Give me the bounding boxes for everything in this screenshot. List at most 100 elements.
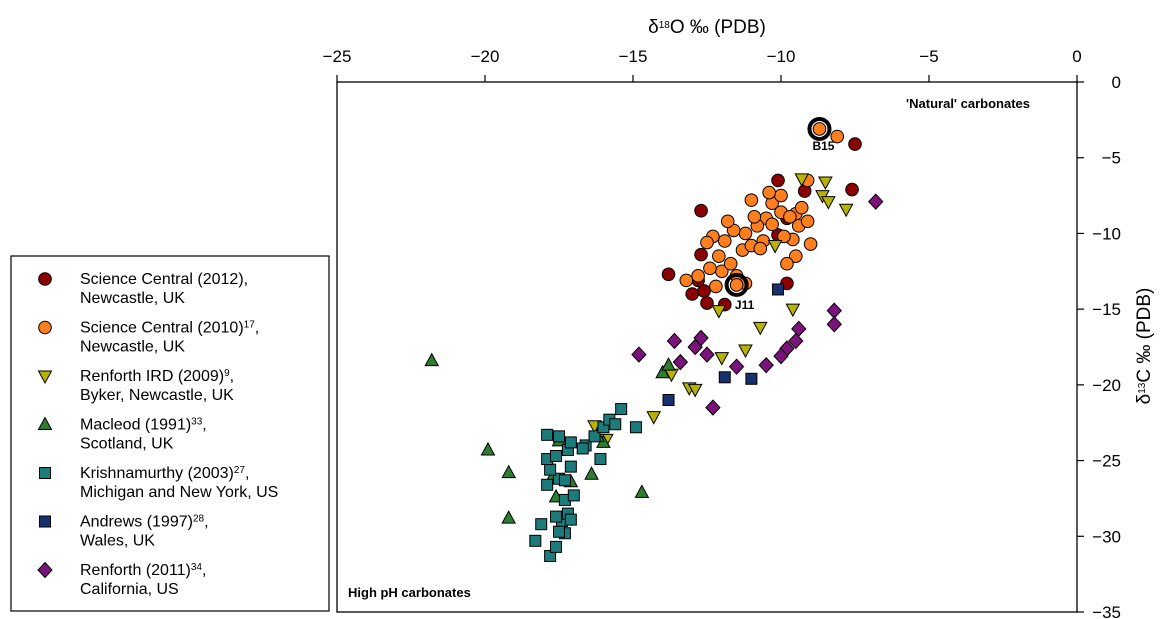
y-tick-label: −10	[1092, 224, 1121, 243]
data-point-diamond	[773, 347, 789, 365]
data-point-diamond	[791, 320, 807, 338]
data-point-diamond	[705, 399, 721, 416]
data-point-circle	[738, 226, 753, 241]
data-point-square	[745, 372, 758, 385]
highlight-ring	[807, 116, 832, 141]
data-point-diamond	[666, 332, 683, 350]
data-point-square	[662, 394, 675, 406]
x-tick-label: −20	[471, 47, 500, 66]
data-point-circle	[803, 237, 818, 251]
data-point-triangle-up	[501, 510, 517, 524]
data-point-square	[629, 421, 642, 434]
legend-entry: Renforth IRD (2009)9,Byker, Newcastle, U…	[37, 368, 234, 404]
data-point-circle	[771, 173, 785, 188]
data-point-diamond	[699, 346, 715, 363]
data-point-circle	[747, 209, 762, 224]
legend-marker-square	[39, 515, 51, 528]
data-point-square	[772, 283, 785, 296]
data-point-triangle-down	[687, 383, 703, 398]
data-point-square	[576, 442, 589, 455]
data-point-circle	[691, 269, 705, 283]
data-point-square	[588, 430, 601, 443]
data-point-diamond	[693, 329, 709, 347]
x-axis-title: δ18O ‰ (PDB)	[648, 17, 766, 38]
legend-label-line1: Renforth IRD (2009)9,	[80, 368, 234, 386]
y-tick-label: −35	[1092, 603, 1121, 619]
legend-marker-square	[39, 467, 51, 479]
data-point-diamond	[788, 332, 804, 350]
data-point-circle	[703, 261, 717, 276]
data-point-circle	[765, 217, 779, 232]
data-point-triangle-down	[838, 203, 854, 218]
legend-label-line2: Wales, UK	[80, 533, 155, 550]
data-point-circle	[845, 182, 859, 197]
data-point-square	[553, 525, 565, 538]
legend-label-line2: Scotland, UK	[80, 436, 174, 453]
data-point-circle	[717, 234, 732, 248]
legend-label-line1: Renforth (2011)34,	[80, 562, 206, 580]
legend-entry: Krishnamurthy (2003)27,Michigan and New …	[39, 465, 278, 501]
x-tick-label: −5	[919, 47, 938, 66]
data-point-square	[544, 463, 557, 476]
data-point-triangle-down	[794, 173, 810, 187]
y-tick-label: 0	[1112, 73, 1121, 92]
data-point-diamond	[672, 353, 689, 371]
y-tick-label: −25	[1092, 452, 1121, 471]
data-point-square	[567, 489, 580, 502]
data-point-circle	[753, 241, 768, 256]
legend-entry: Andrews (1997)28, Wales, UK	[39, 513, 209, 550]
legend-label-line1: Krishnamurthy (2003)27,	[80, 465, 249, 483]
data-point-square	[529, 534, 542, 547]
data-point-square	[564, 436, 577, 449]
annotation-natural-carbonates: 'Natural' carbonates	[906, 96, 1030, 111]
data-point-circle	[679, 273, 694, 288]
x-tick-label: 0	[1072, 47, 1081, 66]
highlighted-point-label: B15	[812, 139, 834, 153]
data-point-circle	[789, 249, 803, 263]
data-point-diamond	[758, 356, 774, 374]
x-tick-label: −10	[767, 47, 796, 66]
data-point-circle	[780, 256, 794, 271]
data-point-triangle-up	[480, 441, 496, 456]
legend-label-line2: Newcastle, UK	[80, 290, 185, 307]
legend-label-line2: Newcastle, UK	[80, 339, 185, 356]
data-point-circle	[744, 193, 759, 207]
data-point-circle	[762, 185, 776, 200]
legend-marker-circle	[38, 320, 52, 335]
data-point-triangle-down	[714, 352, 730, 366]
data-point-circle	[700, 235, 714, 250]
plot-frame	[336, 81, 1078, 613]
data-point-diamond	[868, 193, 884, 210]
legend-entry: Macleod (1991)33, Scotland, UK	[37, 416, 207, 453]
data-point-square	[553, 430, 565, 443]
data-point-square	[609, 418, 622, 431]
legend-entry: Science Central (2012), Newcastle, UK	[38, 271, 248, 307]
data-point-diamond	[728, 358, 745, 375]
data-point-circle	[848, 137, 862, 151]
legend-marker-circle	[38, 272, 52, 286]
legend-label-line2: Byker, Newcastle, UK	[80, 387, 234, 404]
data-point-triangle-down	[752, 321, 768, 336]
data-point-triangle-up	[661, 357, 676, 371]
data-point-triangle-up	[584, 466, 599, 480]
data-point-triangle-up	[634, 484, 650, 498]
data-point-triangle-up	[424, 352, 440, 367]
data-point-circle	[700, 296, 714, 310]
data-point-circle	[783, 209, 797, 224]
legend-label-line1: Macleod (1991)33,	[80, 416, 207, 434]
data-point-square	[541, 478, 554, 491]
data-point-square	[550, 540, 563, 553]
legend-marker-triangle-up	[37, 416, 53, 430]
legend-marker-diamond	[37, 561, 53, 579]
data-point-square	[558, 474, 571, 487]
data-point-triangle-down	[821, 196, 836, 210]
legend-label-line2: California, US	[80, 581, 179, 598]
x-tick-label: −25	[323, 47, 352, 66]
legend-marker-triangle-down	[37, 370, 53, 385]
data-point-square	[541, 428, 554, 441]
data-point-circle	[685, 287, 700, 301]
data-point-square	[550, 450, 563, 463]
data-point-square	[615, 403, 628, 416]
data-point-triangle-down	[818, 176, 833, 190]
